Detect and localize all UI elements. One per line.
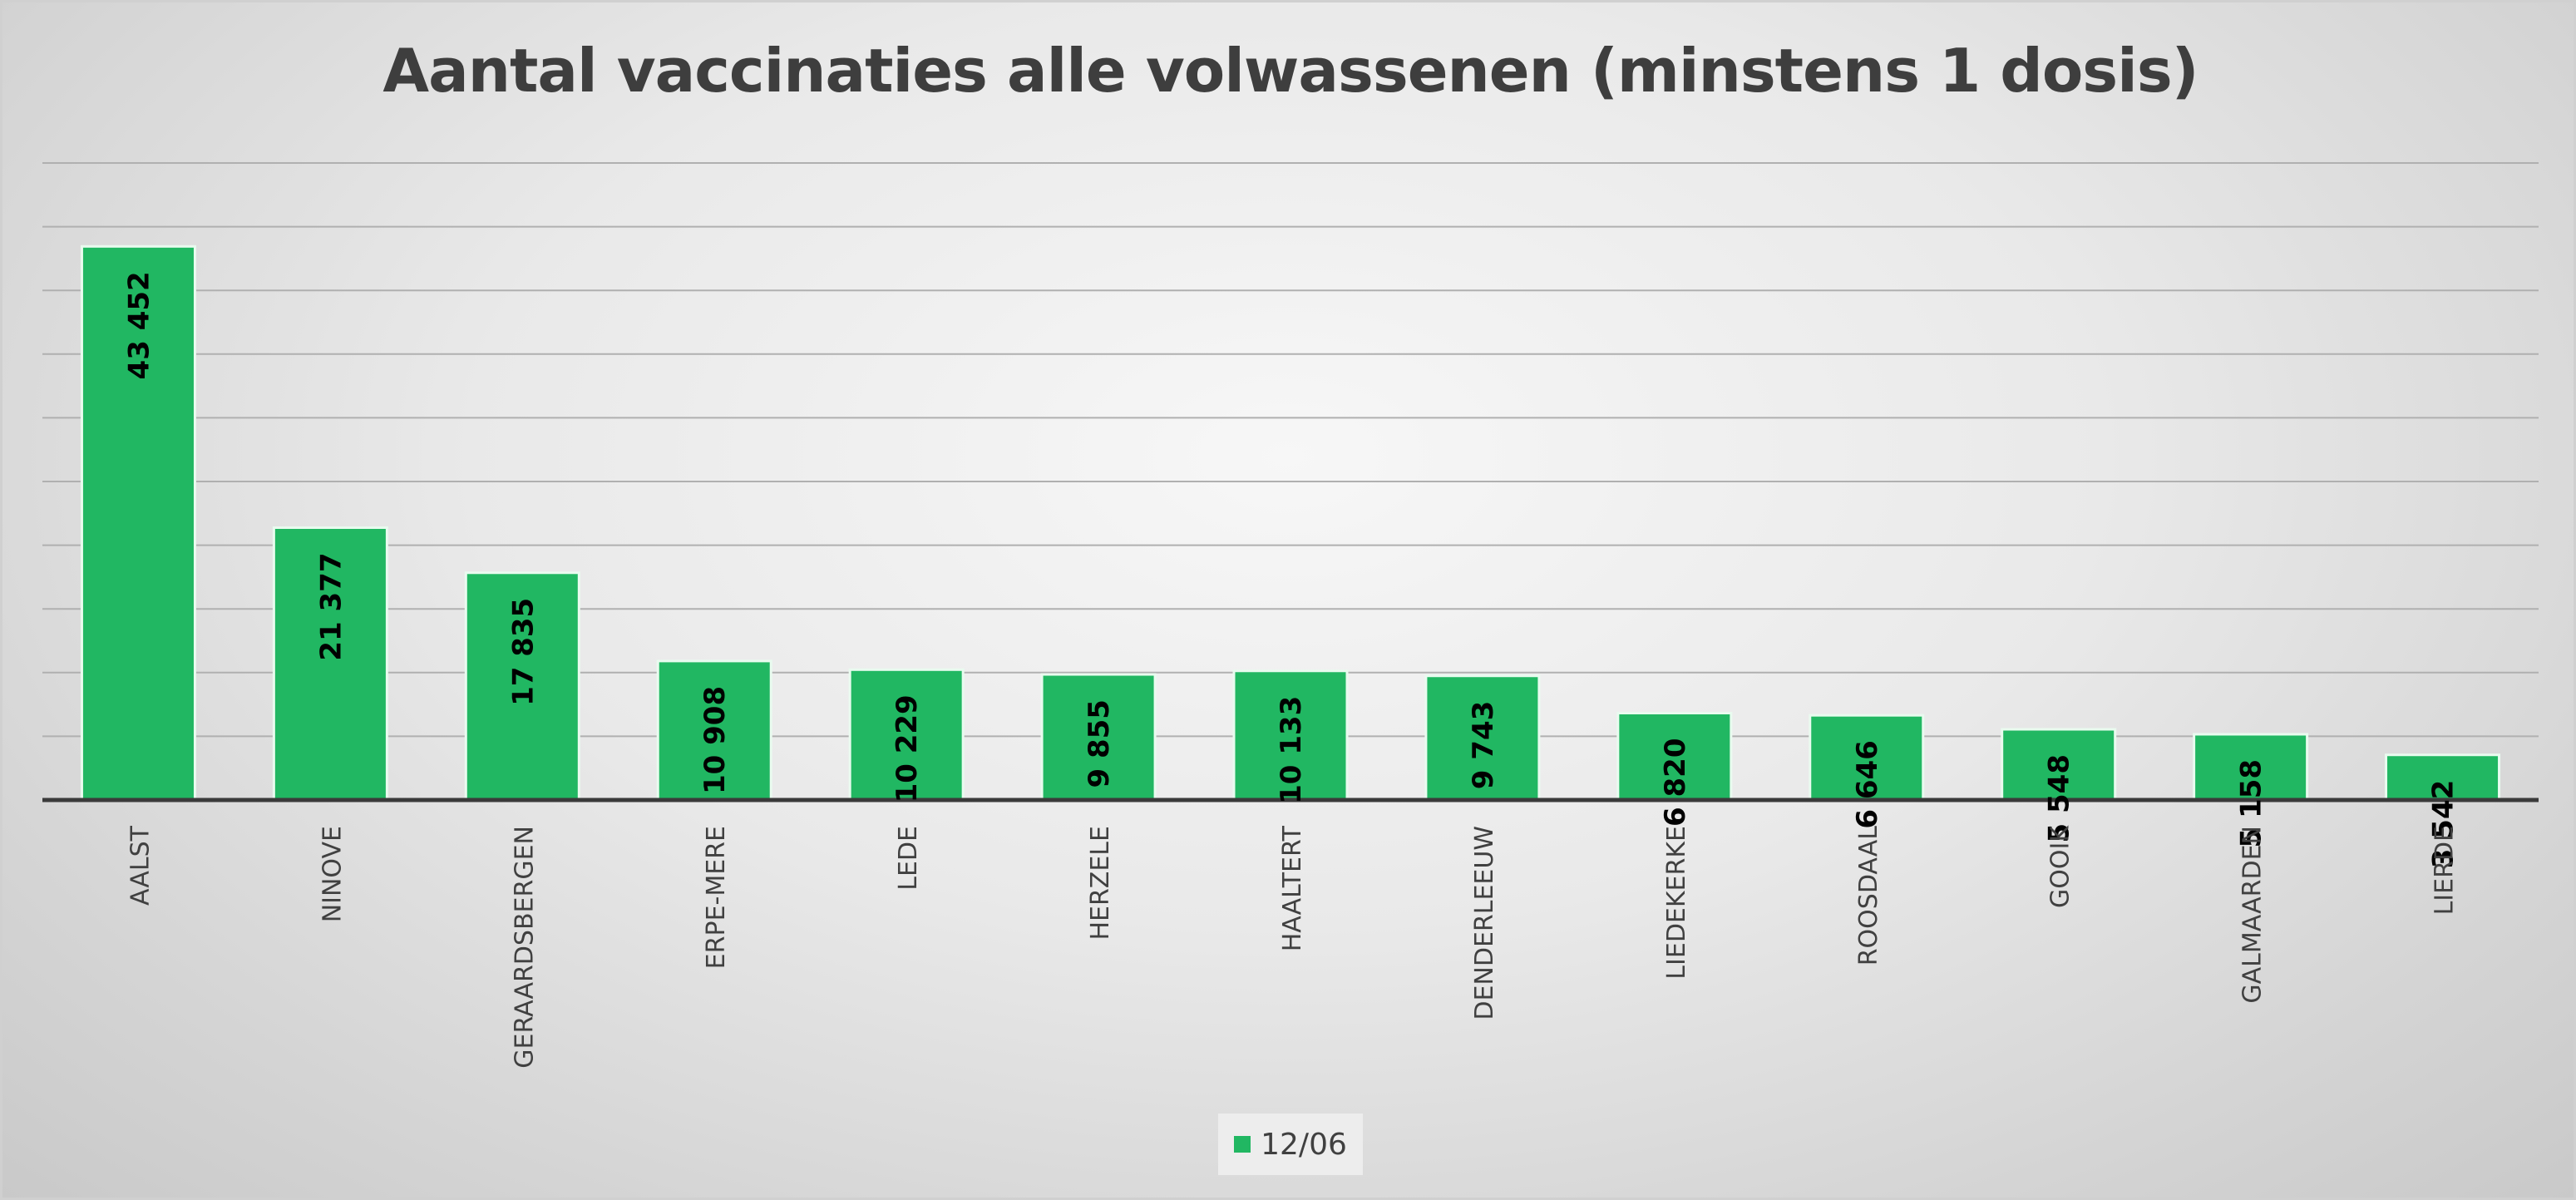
- data-label-lede: 10 229: [891, 694, 924, 802]
- bar-lierde[interactable]: [2385, 753, 2501, 802]
- data-label-aalst: 43 452: [122, 271, 155, 379]
- category-label-gooik: GOOIK: [2046, 825, 2075, 908]
- bar-aalst[interactable]: [80, 244, 196, 802]
- data-label-liedekerke: 6 820: [1659, 738, 1692, 827]
- category-label-lede: LEDE: [894, 826, 923, 891]
- data-label-galmaarden: 5 158: [2235, 759, 2268, 847]
- category-label-denderleeuw: DENDERLEEUW: [1470, 826, 1499, 1020]
- category-label-haaltert: HAALTERT: [1278, 825, 1307, 951]
- bar-denderleeuw[interactable]: [1424, 674, 1541, 802]
- data-label-erpe-mere: 10 908: [698, 686, 732, 794]
- bar-gooik[interactable]: [2001, 728, 2117, 802]
- bar-liedekerke[interactable]: [1616, 712, 1733, 802]
- legend-swatch: [1234, 1136, 1251, 1153]
- bar-lede[interactable]: [848, 668, 965, 802]
- data-label-herzele: 9 855: [1083, 699, 1116, 788]
- data-label-denderleeuw: 9 743: [1467, 701, 1500, 789]
- category-label-aalst: AALST: [126, 825, 155, 906]
- data-label-haaltert: 10 133: [1275, 696, 1308, 804]
- data-label-geraardsbergen: 17 835: [506, 598, 540, 706]
- legend[interactable]: 12/06: [1218, 1114, 1363, 1175]
- data-label-roosdaal: 6 646: [1851, 740, 1884, 828]
- data-label-ninove: 21 377: [314, 553, 348, 661]
- bar-geraardsbergen[interactable]: [464, 571, 580, 802]
- category-label-liedekerke: LIEDEKERKE: [1662, 826, 1691, 980]
- category-label-galmaarden: GALMAARDEN: [2238, 826, 2268, 1004]
- category-label-herzele: HERZELE: [1086, 826, 1115, 941]
- category-label-erpe-mere: ERPE-MERE: [702, 826, 731, 969]
- category-label-lierde: LIERDE: [2430, 826, 2460, 915]
- category-label-ninove: NINOVE: [318, 826, 347, 922]
- category-label-geraardsbergen: GERAARDSBERGEN: [510, 826, 539, 1069]
- legend-series-label: 12/06: [1261, 1127, 1347, 1162]
- data-label-gooik: 5 548: [2043, 754, 2076, 842]
- chart-title: Aantal vaccinaties alle volwassenen (min…: [382, 36, 2198, 106]
- bar-haaltert[interactable]: [1232, 669, 1349, 802]
- data-label-lierde: 3 542: [2427, 780, 2460, 868]
- category-label-roosdaal: ROOSDAAL: [1854, 826, 1883, 966]
